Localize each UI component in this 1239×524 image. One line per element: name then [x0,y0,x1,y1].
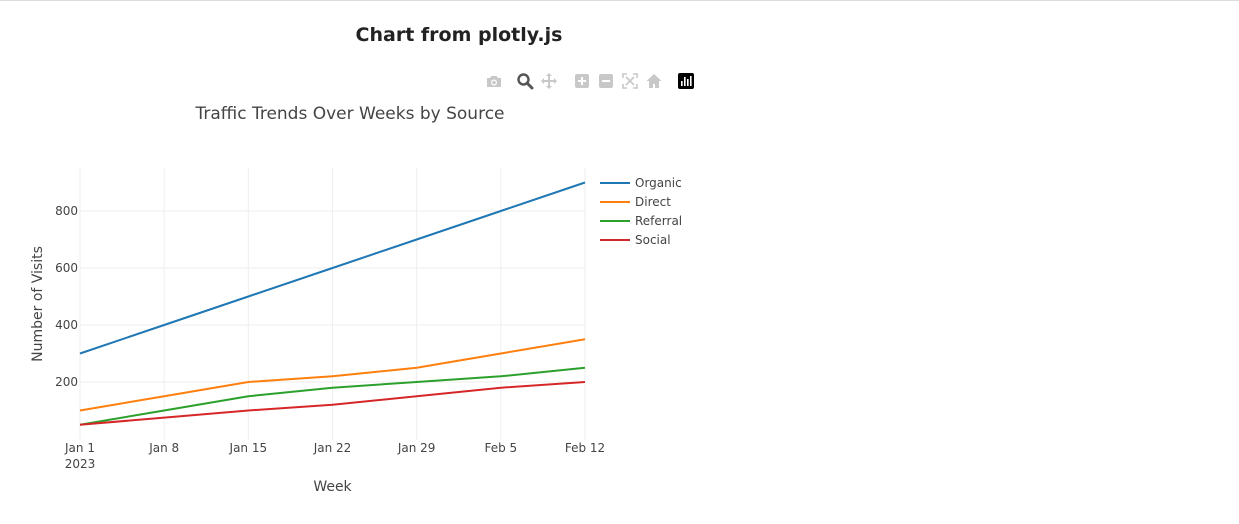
plotly-logo-icon[interactable] [677,72,695,90]
x-tick-label: Jan 8 [148,441,179,455]
y-tick-label: 400 [55,318,78,332]
x-tick-label: Jan 29 [397,441,436,455]
legend-label: Organic [635,176,682,190]
camera-icon[interactable] [485,72,503,90]
chart-title: Traffic Trends Over Weeks by Source [194,104,504,124]
zoom-out-icon[interactable] [597,72,615,90]
legend: Organic Direct Referral Social [600,176,682,247]
x-tick-label: Jan 1 [64,441,95,455]
x-axis-title: Week [313,479,352,495]
autoscale-icon[interactable] [621,72,639,90]
pan-icon[interactable] [540,72,558,90]
x-tick-sublabel: 2023 [65,457,96,471]
y-tick-label: 600 [55,261,78,275]
x-tick-label: Jan 22 [313,441,352,455]
legend-label: Social [635,233,671,247]
legend-item-referral[interactable]: Referral [600,214,682,228]
zoom-in-icon[interactable] [573,72,591,90]
series-layer [79,181,586,426]
x-tick-labels: Jan 1 Jan 8 Jan 15 Jan 22 Jan 29 Feb 5 Feb 12 2… [64,441,605,471]
y-tick-labels: 200 400 600 800 [55,204,78,389]
series-line-social[interactable] [79,381,586,426]
legend-item-organic[interactable]: Organic [600,176,682,190]
x-tick-label: Feb 12 [565,441,605,455]
y-axis-title: Number of Visits [30,246,46,362]
series-line-direct[interactable] [79,338,586,412]
series-line-referral[interactable] [79,366,586,426]
legend-item-direct[interactable]: Direct [600,195,671,209]
page-title: Chart from plotly.js [355,24,563,46]
x-tick-label: Jan 15 [229,441,268,455]
legend-label: Referral [635,214,682,228]
x-tick-label: Feb 5 [484,441,517,455]
series-line-organic[interactable] [79,181,586,355]
top-border [0,0,1239,1]
y-tick-label: 200 [55,375,78,389]
zoom-icon[interactable] [516,72,534,90]
legend-item-social[interactable]: Social [600,233,671,247]
home-icon[interactable] [645,72,663,90]
y-tick-label: 800 [55,204,78,218]
legend-label: Direct [635,195,671,209]
